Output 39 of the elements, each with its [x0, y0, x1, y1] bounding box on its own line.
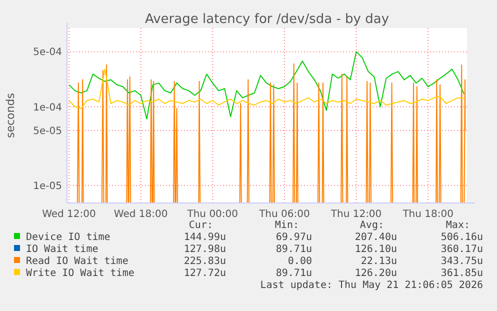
y-tick-label: 1e-04 — [33, 102, 62, 114]
text: 207.40u — [354, 232, 397, 243]
line-series — [68, 51, 465, 120]
text: 22.13u — [360, 256, 397, 267]
text: 126.20u — [354, 268, 397, 279]
x-tick-label: Thu 06:00 — [258, 209, 310, 220]
y-axis-title: seconds — [4, 92, 17, 138]
text: 343.75u — [440, 256, 483, 267]
text: 89.71u — [276, 268, 312, 279]
y-tick-label: 1e-05 — [33, 181, 62, 192]
x-tick-label: Wed 18:00 — [114, 209, 168, 220]
text: 127.98u — [184, 244, 226, 255]
x-tick-label: Wed 12:00 — [42, 209, 96, 220]
y-tick-label: 5e-05 — [33, 126, 62, 137]
legend-label: Read IO Wait time — [26, 256, 128, 267]
text: 126.10u — [354, 244, 397, 255]
line-series — [68, 68, 465, 110]
text: 127.72u — [184, 268, 226, 279]
text: Min: — [274, 220, 299, 231]
text: 361.85u — [440, 268, 483, 279]
text: Last update: Thu May 21 21:06:05 2026 — [260, 280, 483, 291]
legend-label: IO Wait time — [26, 244, 98, 255]
text: 69.97u — [276, 232, 312, 243]
text: 144.99u — [184, 232, 226, 243]
text: 0.00 — [288, 256, 312, 267]
y-tick-label: 5e-04 — [33, 47, 62, 58]
text: 360.17u — [440, 244, 483, 255]
text: Cur: — [188, 220, 213, 231]
x-tick-label: Thu 12:00 — [330, 209, 382, 220]
legend-label: Write IO Wait time — [26, 268, 134, 279]
legend-label: Device IO time — [26, 232, 110, 243]
chart-title: Average latency for /dev/sda - by day — [144, 12, 390, 27]
x-tick-label: Thu 18:00 — [402, 209, 454, 220]
text: 89.71u — [276, 244, 312, 255]
text: Max: — [446, 220, 470, 231]
text: 506.16u — [440, 232, 483, 243]
x-tick-label: Thu 00:00 — [186, 209, 238, 220]
text: Avg: — [360, 220, 384, 231]
text: 225.83u — [184, 256, 226, 267]
